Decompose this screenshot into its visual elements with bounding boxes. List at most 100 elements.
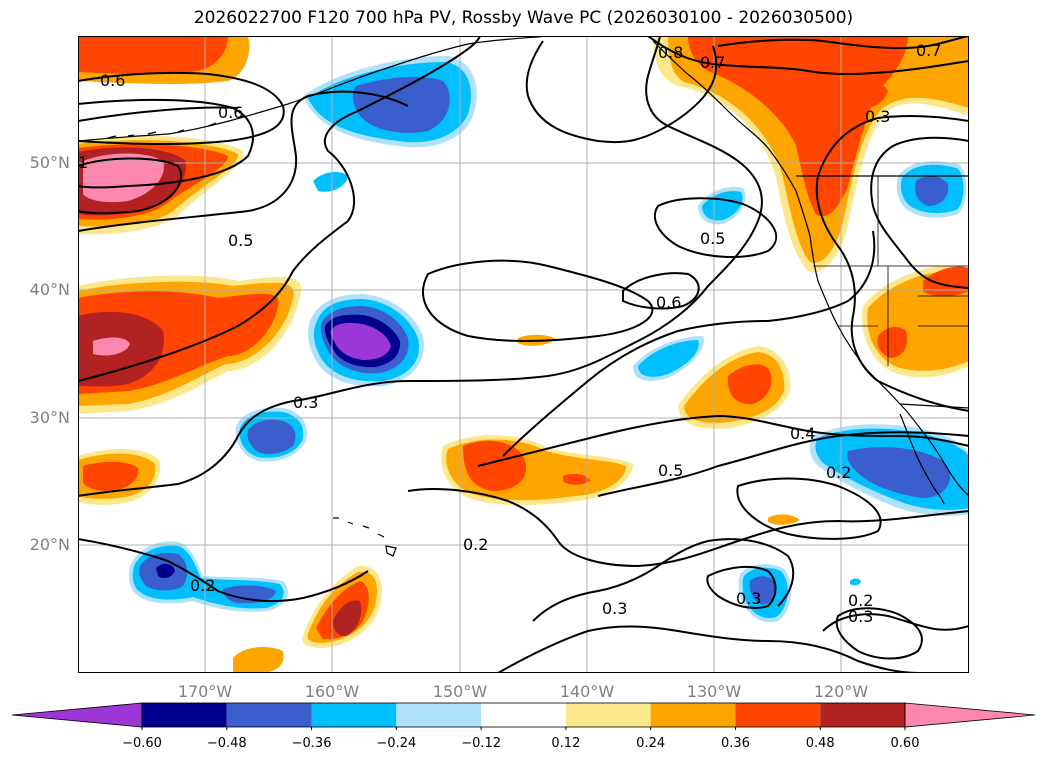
- colorbar-outline: [141, 702, 906, 728]
- clabel-7: 0.3: [865, 107, 890, 126]
- contour-0.3-ne: [815, 114, 969, 412]
- colorbar-tick-label: 0.36: [720, 736, 750, 751]
- clabel-1: 0.6: [218, 103, 243, 122]
- contour-0.3-c: [532, 538, 795, 622]
- contour-0.5-long: [502, 230, 876, 457]
- anomaly-150w-red: [463, 440, 527, 491]
- anomaly-35n-pink: [93, 337, 130, 356]
- lon-label-140w: 140°W: [559, 682, 615, 701]
- anomaly-28n-royal: [247, 419, 296, 454]
- lon-label-160w: 160°W: [304, 682, 360, 701]
- contour-0.7: [647, 36, 969, 76]
- clabel-8: 0.7: [916, 41, 941, 60]
- contour-ne-inner: [870, 136, 969, 289]
- contour-0.5-center: [422, 259, 654, 342]
- colorbar-segment: [735, 703, 821, 727]
- lon-label-130w: 130°W: [686, 682, 742, 701]
- contour-0.5-b: [78, 106, 239, 122]
- anomaly-50n-pink: [83, 153, 164, 203]
- colorbar-segment: [142, 703, 227, 727]
- map-frame: [78, 36, 969, 673]
- contour-lines: [78, 36, 969, 673]
- colorbar-tick-label: 0.48: [805, 736, 835, 751]
- clabel-9: 0.5: [700, 229, 725, 248]
- contour-0.4: [597, 431, 969, 497]
- anomaly-top-left-core: [78, 36, 228, 75]
- coastline-bc-wa-or-ca: [652, 40, 969, 497]
- anomaly-130w-red: [727, 364, 772, 405]
- hawaii-islands: [333, 517, 397, 557]
- contour-0.6-center: [622, 272, 700, 310]
- contour-0.6-mid: [525, 40, 718, 144]
- contour-0.8: [78, 36, 763, 497]
- coastline-baja: [899, 413, 945, 505]
- colorbar: [11, 702, 1036, 730]
- contour-0.6-b: [78, 98, 254, 189]
- colorbar-arrow-left: [11, 702, 143, 728]
- pv-map: 0.6 0.6 1 0.5 0.3 0.8 0.7 0.3 0.7 0.5 0.…: [78, 36, 969, 673]
- anomaly-15n-west-navy: [156, 563, 175, 579]
- anomaly-16n-tiny: [850, 578, 861, 586]
- clabel-6: 0.7: [700, 53, 725, 72]
- anomaly-160w-darkred: [333, 600, 362, 636]
- clabel-17: 0.2: [848, 591, 873, 610]
- clabel-13: 0.2: [826, 463, 851, 482]
- colorbar-tick-label: −0.48: [206, 736, 247, 751]
- contour-0.2-a: [78, 538, 369, 603]
- colorbar-tick-label: 0.12: [551, 736, 581, 751]
- clabel-19: 0.2: [190, 576, 215, 595]
- contour-0.7-b: [717, 36, 969, 50]
- clabel-12: 0.4: [790, 424, 815, 443]
- contour-bottom-a: [497, 625, 919, 673]
- contour-0.3: [78, 36, 481, 382]
- colorbar-segment: [820, 703, 905, 727]
- clabel-10: 0.6: [656, 293, 681, 312]
- contour-0.5-east: [653, 197, 778, 259]
- colorbar-tick-label: −0.36: [291, 736, 332, 751]
- contour-0.3-e: [835, 607, 923, 660]
- contour-0.6-top: [78, 71, 285, 146]
- clabel-14: 0.2: [463, 535, 488, 554]
- anomaly-40n-east-red: [877, 326, 908, 358]
- clabel-18: 0.3: [848, 607, 873, 626]
- contour-0.5: [78, 90, 409, 232]
- anomaly-170w-bottom: [233, 646, 284, 673]
- clabel-2: 1: [78, 153, 88, 172]
- anomaly-15n-125w-royal: [749, 576, 777, 605]
- anomaly-ne-red-b: [818, 73, 888, 109]
- contour-1: [78, 157, 183, 215]
- contour-0.2-e: [822, 613, 969, 632]
- anomaly-40n-east-red-b: [923, 266, 969, 297]
- anomaly-37n-purple: [330, 322, 391, 360]
- aleutian-islands: [107, 115, 245, 139]
- lat-label-40n: 40°N: [29, 280, 70, 299]
- colorbar-segment: [650, 703, 736, 727]
- lat-label-50n: 50°N: [29, 153, 70, 172]
- lon-label-150w: 150°W: [432, 682, 488, 701]
- contour-0.2-c: [736, 477, 882, 540]
- colorbar-tick-label: 0.24: [636, 736, 666, 751]
- gridlines: [78, 36, 969, 673]
- colorbar-segment: [396, 703, 482, 727]
- anomaly-25n-red: [83, 461, 139, 491]
- clabel-15: 0.3: [602, 599, 627, 618]
- lon-label-120w: 120°W: [813, 682, 869, 701]
- colorbar-segment: [226, 703, 312, 727]
- anomaly-125w-small: [768, 514, 800, 525]
- anomaly-15n-west-royal-b: [223, 585, 276, 604]
- anomaly-50n-east-royal: [915, 176, 949, 206]
- map-title: 2026022700 F120 700 hPa PV, Rossby Wave …: [193, 8, 854, 28]
- mexico-border: [899, 403, 969, 409]
- contour-0.2-b: [407, 488, 969, 568]
- clabel-5: 0.8: [658, 43, 683, 62]
- anomaly-27n-east-royal: [847, 447, 951, 498]
- contour-0.5-lower: [477, 414, 969, 467]
- anomaly-35n-137w-sky: [638, 340, 699, 377]
- contour-0.3-d: [706, 565, 777, 609]
- colorbar-segments: [11, 702, 1036, 730]
- colorbar-segment: [481, 703, 566, 727]
- clabel-3: 0.5: [228, 231, 253, 250]
- anomaly-150w-red-b: [563, 473, 590, 485]
- clabel-11: 0.5: [658, 461, 683, 480]
- colorbar-tick-label: −0.24: [376, 736, 417, 751]
